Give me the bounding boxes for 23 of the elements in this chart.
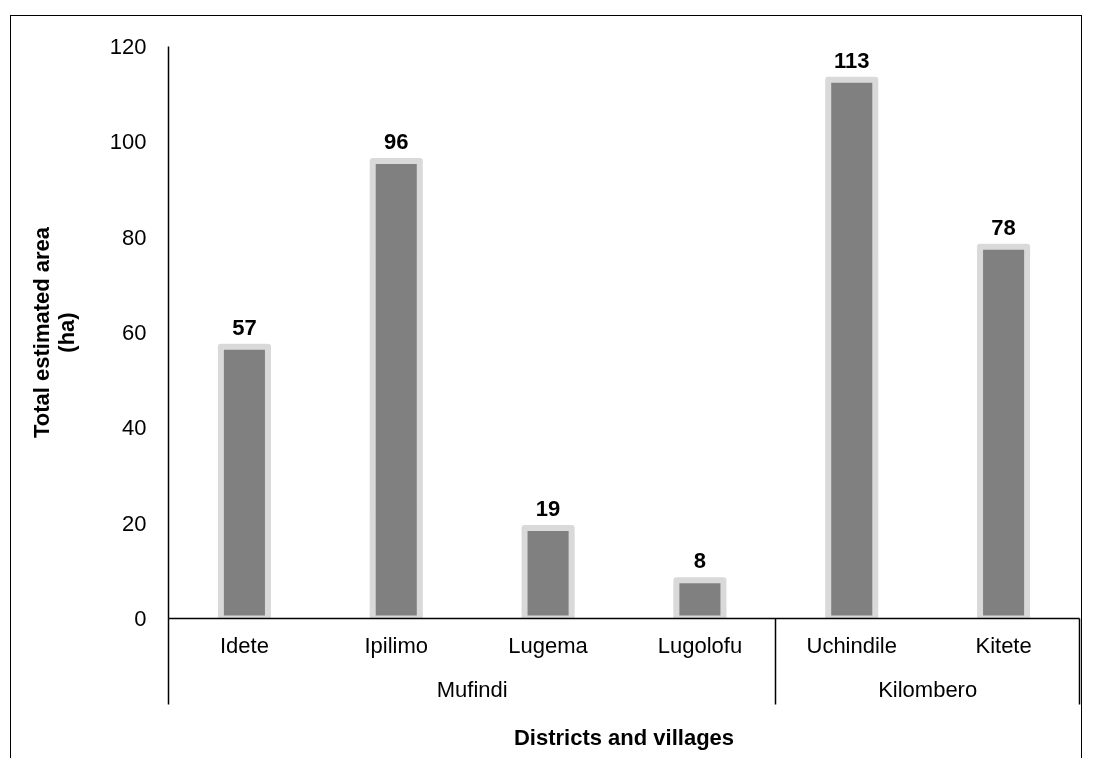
y-tick-label: 120 [109, 34, 147, 59]
y-axis-title: Total estimated area (ha) [28, 226, 79, 439]
y-tick-label: 100 [109, 129, 147, 155]
y-tick-label: 60 [122, 320, 147, 345]
x-tick-label: Ipilimo [364, 632, 429, 658]
data-label: 57 [232, 314, 257, 340]
data-label: 113 [834, 47, 870, 73]
data-label: 96 [384, 128, 409, 154]
y-tick-label: 40 [122, 415, 147, 441]
text: Kilombero [878, 676, 978, 702]
x-tick-label: Uchindile [806, 632, 897, 658]
x-axis-title: Districts and villages [513, 724, 735, 750]
x-tick-label: Idete [219, 632, 269, 658]
data-label: 78 [991, 214, 1016, 240]
x-tick-label: Lugolofu [657, 632, 743, 658]
text: Mufindi [436, 676, 508, 702]
data-label: 8 [693, 548, 707, 574]
data-label: 19 [535, 495, 561, 521]
x-tick-label: Kitete [975, 632, 1032, 658]
y-tick-label: 0 [134, 606, 147, 631]
y-tick-label: 80 [122, 224, 147, 250]
x-tick-label: Lugema [508, 632, 589, 658]
y-tick-label: 20 [122, 510, 147, 536]
